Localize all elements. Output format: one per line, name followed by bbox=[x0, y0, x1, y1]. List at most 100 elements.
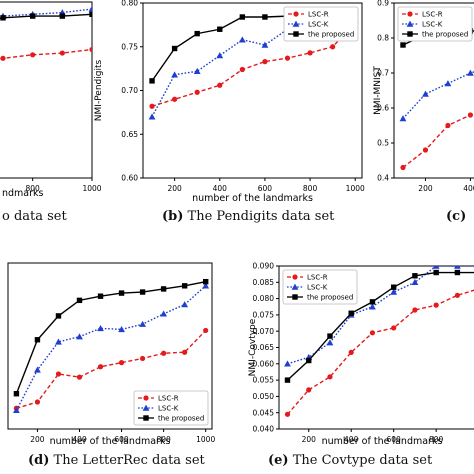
legend-label: the proposed bbox=[307, 294, 353, 302]
data-point bbox=[467, 112, 474, 118]
y-tick-label: 0.80 bbox=[121, 0, 138, 8]
data-point bbox=[118, 360, 125, 366]
caption-a: o data set bbox=[2, 209, 67, 224]
chart-panel-c: 2004000.40.50.60.70.80.9NMI-MNISTLSC-RLS… bbox=[373, 0, 474, 193]
legend-label: the proposed bbox=[422, 31, 468, 39]
data-point bbox=[97, 324, 104, 332]
legend-label: LSC-K bbox=[422, 21, 443, 29]
x-tick-label: 800 bbox=[303, 184, 318, 193]
y-tick-label: 0.040 bbox=[253, 425, 275, 434]
legend-marker bbox=[142, 404, 150, 411]
data-point bbox=[284, 360, 291, 367]
legend: LSC-R LSC-K the proposed bbox=[283, 6, 359, 42]
y-tick-label: 0.75 bbox=[121, 42, 138, 51]
x-tick-label: 600 bbox=[387, 435, 402, 444]
series-line bbox=[0, 48, 92, 60]
data-point bbox=[217, 82, 223, 88]
data-point bbox=[444, 80, 452, 87]
data-point bbox=[284, 377, 291, 383]
data-point bbox=[34, 337, 41, 343]
legend-box bbox=[133, 390, 209, 426]
data-point bbox=[139, 289, 146, 295]
x-tick-label: 1000 bbox=[346, 184, 365, 193]
chart-panel-b: 200 400 600 800 1000 0.60 0.65 0.70 0.75 0.80 numb… bbox=[94, 0, 365, 204]
data-point bbox=[217, 26, 223, 32]
legend-label: LSC-K bbox=[307, 284, 328, 292]
series-line bbox=[287, 271, 474, 381]
data-point bbox=[172, 96, 178, 102]
data-point bbox=[239, 14, 246, 20]
caption-b: (b) The Pendigits data set bbox=[162, 209, 335, 224]
series-line bbox=[16, 329, 207, 409]
data-point bbox=[89, 11, 92, 18]
caption-e: (e) The Covtype data set bbox=[268, 453, 433, 468]
data-point bbox=[181, 301, 189, 308]
legend-label: LSC-R bbox=[158, 395, 179, 403]
data-point bbox=[390, 288, 398, 295]
legend-label: LSC-R bbox=[308, 11, 329, 19]
data-point bbox=[390, 284, 397, 290]
legend-marker bbox=[143, 415, 149, 421]
legend: LSC-R LSC-K the proposed bbox=[133, 390, 209, 426]
legend-marker bbox=[291, 283, 299, 290]
legend-label: LSC-R bbox=[422, 11, 443, 19]
x-tick-label: 200 bbox=[302, 435, 317, 444]
y-tick-label: 0.8 bbox=[377, 34, 389, 43]
plot-frame bbox=[7, 262, 213, 430]
x-tick-label: 400 bbox=[72, 435, 87, 444]
y-tick-label: 0.6 bbox=[377, 104, 389, 113]
data-point bbox=[118, 326, 125, 333]
data-point bbox=[76, 333, 83, 340]
data-point bbox=[161, 350, 167, 356]
caption-d: (d) The LetterRec data set bbox=[28, 453, 205, 468]
x-tick-label: 200 bbox=[418, 184, 433, 193]
data-point bbox=[203, 327, 209, 334]
x-tick-label: 400 bbox=[344, 435, 359, 444]
x-tick-label: 600 bbox=[114, 435, 129, 444]
legend-marker bbox=[292, 274, 298, 280]
data-point bbox=[59, 50, 65, 56]
legend-marker bbox=[292, 294, 298, 300]
x-tick-label: 200 bbox=[167, 184, 182, 193]
data-point bbox=[13, 391, 20, 397]
legend-box bbox=[397, 6, 473, 42]
data-point bbox=[171, 71, 179, 78]
legend-marker bbox=[293, 31, 299, 37]
series-line bbox=[151, 22, 356, 107]
series-group bbox=[399, 28, 474, 171]
y-tick-label: 0.060 bbox=[253, 359, 275, 368]
plot-frame bbox=[0, 1, 93, 179]
data-point bbox=[454, 292, 460, 298]
data-point bbox=[29, 13, 36, 19]
data-point bbox=[193, 67, 201, 74]
series-line bbox=[287, 266, 474, 365]
data-point bbox=[348, 310, 354, 316]
data-point bbox=[412, 273, 418, 279]
data-point bbox=[160, 310, 168, 317]
data-point bbox=[422, 90, 429, 97]
data-point bbox=[97, 364, 104, 370]
legend-label: the proposed bbox=[158, 415, 204, 423]
data-point bbox=[118, 290, 125, 296]
legend-box bbox=[283, 6, 359, 42]
data-point bbox=[194, 89, 200, 95]
caption-c: (c) bbox=[446, 209, 467, 224]
y-tick-label: 0.090 bbox=[253, 262, 275, 271]
y-tick-label: 0.050 bbox=[253, 392, 275, 401]
legend: LSC-R LSC-K the proposed bbox=[282, 269, 358, 305]
data-point bbox=[181, 283, 188, 289]
legend-marker bbox=[407, 11, 413, 17]
data-point bbox=[422, 147, 429, 153]
data-point bbox=[433, 302, 439, 308]
data-point bbox=[327, 374, 333, 380]
data-point bbox=[171, 45, 178, 52]
data-point bbox=[0, 55, 6, 61]
data-point bbox=[76, 374, 83, 380]
data-point bbox=[149, 103, 155, 109]
series-group bbox=[284, 266, 474, 417]
series-line bbox=[286, 289, 474, 415]
x-tick-label: 800 bbox=[26, 184, 41, 193]
series-line bbox=[402, 113, 474, 169]
x-axis-label: ndmarks bbox=[2, 188, 44, 199]
y-tick-label: 0.070 bbox=[253, 327, 275, 336]
